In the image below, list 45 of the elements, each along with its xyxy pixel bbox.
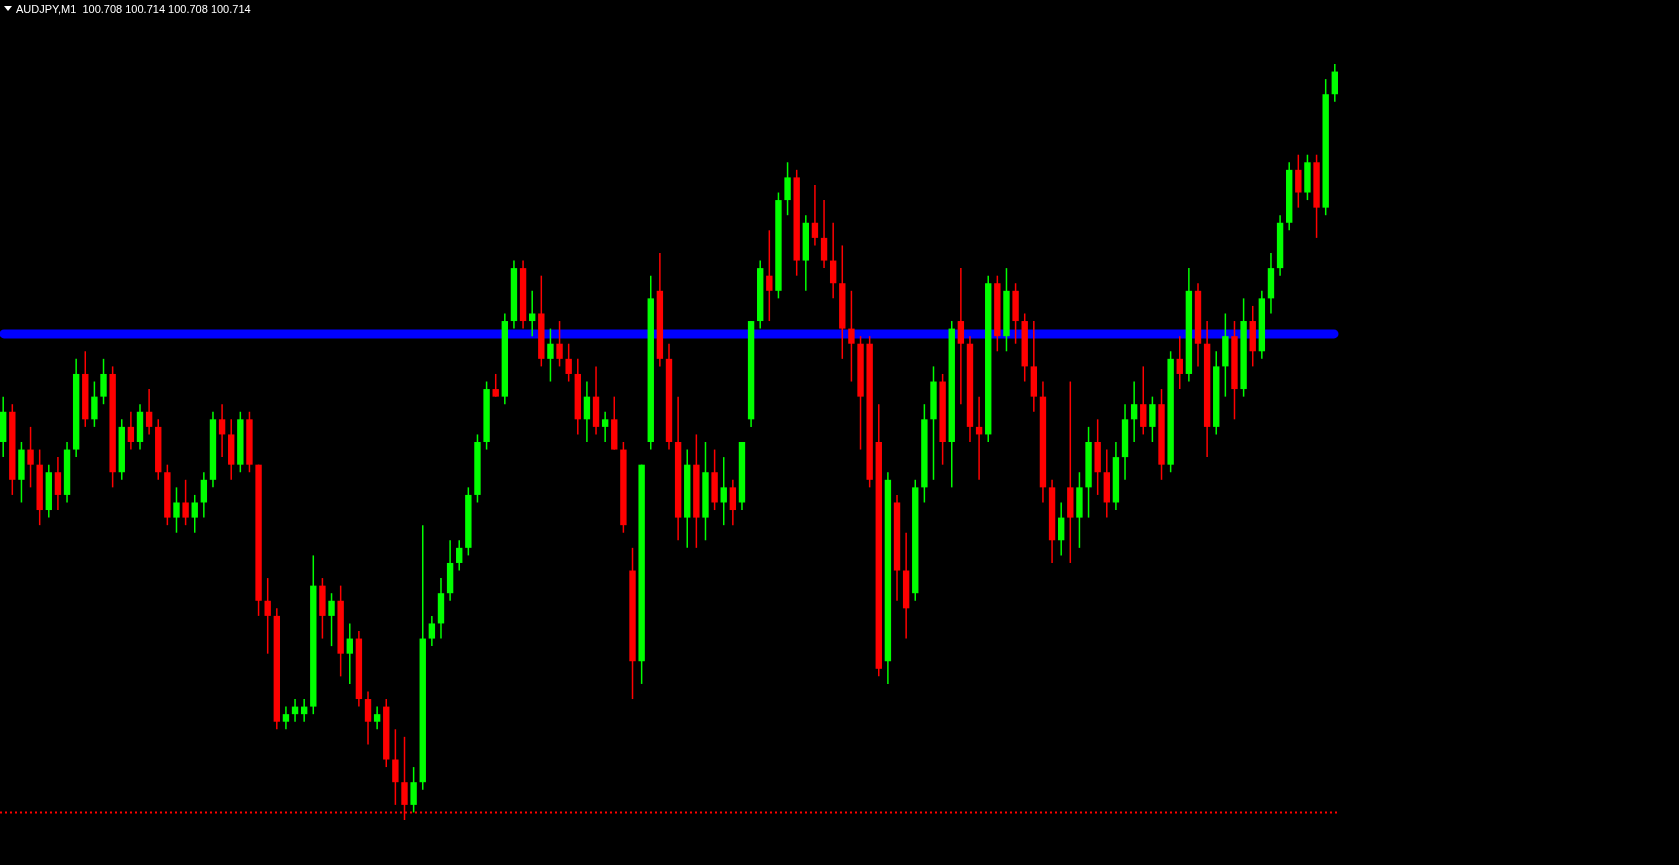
candlestick bbox=[364, 690, 372, 746]
candlestick bbox=[127, 411, 135, 451]
chart-title: AUDJPY,M1 100.708 100.714 100.708 100.714 bbox=[16, 3, 251, 15]
candlestick bbox=[529, 290, 536, 337]
candlestick bbox=[1140, 365, 1147, 436]
candlestick bbox=[218, 403, 226, 458]
candlestick bbox=[456, 539, 463, 572]
candlestick bbox=[492, 373, 499, 398]
candlestick bbox=[848, 290, 855, 383]
candlestick bbox=[1149, 395, 1156, 443]
candlestick bbox=[766, 229, 773, 322]
candlestick bbox=[282, 705, 290, 731]
candlestick bbox=[1058, 501, 1065, 557]
candlestick bbox=[145, 388, 153, 436]
candlestick bbox=[373, 705, 381, 731]
candlestick bbox=[583, 380, 591, 443]
candlestick bbox=[556, 320, 563, 368]
candlestick bbox=[54, 456, 62, 511]
candlestick bbox=[565, 342, 572, 383]
candlestick bbox=[829, 222, 837, 300]
candlestick bbox=[820, 199, 828, 269]
candlestick bbox=[200, 471, 208, 519]
candlestick bbox=[784, 161, 791, 216]
candlestick bbox=[1130, 380, 1138, 443]
candlestick bbox=[182, 479, 189, 526]
candlestick bbox=[729, 479, 737, 526]
candlestick bbox=[1331, 63, 1338, 103]
candlestick bbox=[811, 184, 819, 247]
candlestick bbox=[191, 494, 198, 534]
candlestick bbox=[392, 728, 399, 806]
candlestick bbox=[328, 592, 335, 647]
candlestick bbox=[547, 327, 554, 383]
candlestick bbox=[410, 766, 417, 814]
candlestick bbox=[264, 577, 271, 655]
candlestick bbox=[428, 615, 436, 647]
candlestick bbox=[720, 456, 727, 526]
candlestick bbox=[1295, 153, 1302, 209]
candlestick bbox=[91, 380, 98, 428]
candlestick bbox=[1176, 335, 1183, 390]
candlestick bbox=[957, 267, 965, 405]
candlestick bbox=[100, 358, 107, 405]
candlestick bbox=[27, 426, 34, 489]
candlestick bbox=[601, 411, 609, 443]
candlestick bbox=[346, 622, 353, 685]
candlestick bbox=[173, 486, 180, 534]
